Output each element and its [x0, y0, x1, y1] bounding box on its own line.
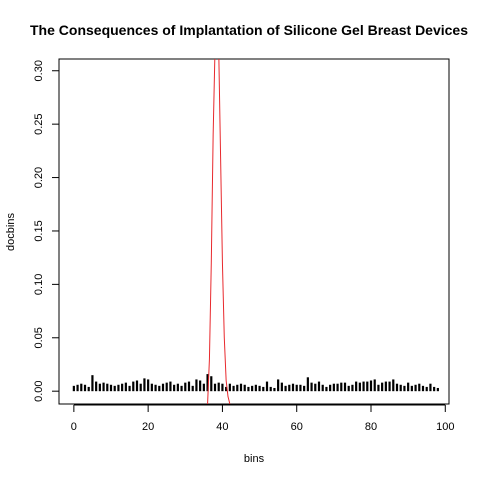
density-curve — [207, 59, 231, 404]
y-tick-label: 0.25 — [33, 113, 45, 134]
x-tick-label: 40 — [216, 421, 228, 433]
x-tick-label: 60 — [291, 421, 303, 433]
y-axis-label: docbins — [5, 213, 17, 251]
chart-title: The Consequences of Implantation of Sili… — [30, 22, 468, 38]
y-tick-label: 0.20 — [33, 167, 45, 188]
y-tick-label: 0.05 — [33, 327, 45, 348]
x-tick-label: 100 — [436, 421, 454, 433]
curve-layer — [207, 59, 231, 404]
x-tick-label: 80 — [365, 421, 377, 433]
y-tick-label: 0.30 — [33, 60, 45, 81]
x-tick-label: 20 — [142, 421, 154, 433]
x-tick-label: 0 — [71, 421, 77, 433]
y-tick-label: 0.15 — [33, 220, 45, 241]
y-tick-label: 0.00 — [33, 380, 45, 401]
bars-layer — [72, 374, 439, 392]
y-axis: 0.00 0.05 0.10 0.15 0.20 0.25 0.30 — [33, 60, 60, 402]
y-tick-label: 0.10 — [33, 274, 45, 295]
plot-area-frame — [58, 58, 450, 405]
x-axis-label: bins — [244, 453, 265, 465]
x-axis: 0 20 40 60 80 100 — [71, 404, 454, 433]
